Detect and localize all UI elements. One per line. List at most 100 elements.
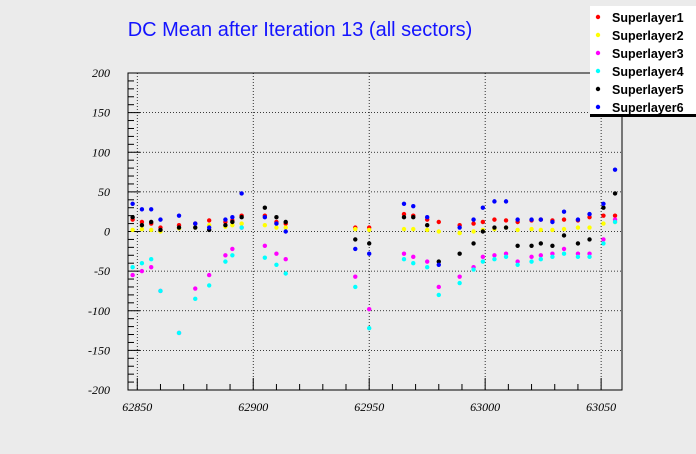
legend-label-superlayer3: Superlayer3 — [612, 47, 684, 61]
data-point-superlayer1 — [561, 217, 567, 222]
data-point-superlayer5 — [148, 219, 154, 225]
y-tick-label: 0 — [104, 225, 110, 239]
data-point-superlayer2 — [148, 227, 154, 233]
data-point-superlayer5 — [424, 222, 430, 228]
data-point-superlayer6 — [612, 167, 618, 172]
data-point-superlayer2 — [471, 229, 476, 234]
data-point-superlayer5 — [283, 219, 288, 225]
data-point-superlayer5 — [158, 227, 163, 233]
data-point-superlayer2 — [436, 229, 441, 234]
data-point-superlayer6 — [436, 262, 441, 267]
data-point-superlayer5 — [457, 251, 462, 256]
data-point-superlayer1 — [480, 219, 486, 225]
data-point-superlayer3 — [283, 257, 288, 262]
data-point-superlayer2 — [424, 227, 430, 233]
data-point-superlayer3 — [401, 251, 407, 256]
data-point-superlayer3 — [550, 251, 555, 256]
data-point-superlayer6 — [480, 205, 486, 210]
data-point-superlayer2 — [538, 227, 544, 233]
x-tick-label: 63050 — [586, 400, 616, 414]
legend-label-superlayer6: Superlayer6 — [612, 101, 684, 115]
y-tick-label: -200 — [88, 383, 110, 397]
y-tick-label: 100 — [92, 145, 110, 159]
data-point-superlayer3 — [575, 251, 581, 256]
data-point-superlayer1 — [436, 219, 441, 225]
data-point-superlayer5 — [575, 241, 581, 246]
y-tick-label: 50 — [98, 185, 110, 199]
data-point-superlayer2 — [130, 227, 135, 233]
legend-marker-superlayer6 — [595, 104, 601, 110]
data-point-superlayer2 — [601, 221, 606, 226]
data-point-superlayer5 — [503, 225, 509, 230]
y-axis: -200 -150 -100 -50 0 50 100 150 200 — [88, 66, 140, 397]
data-point-superlayer5 — [550, 243, 555, 248]
data-point-superlayer6 — [587, 211, 592, 217]
data-point-superlayer1 — [139, 219, 145, 225]
data-point-superlayer2 — [411, 226, 416, 232]
data-point-superlayer6 — [538, 217, 544, 222]
x-tick-label: 62850 — [122, 400, 152, 414]
data-point-superlayer4 — [436, 292, 441, 298]
data-point-superlayer3 — [353, 274, 358, 279]
data-point-superlayer3 — [561, 246, 567, 252]
data-point-superlayer4 — [457, 280, 462, 286]
y-tick-label: -50 — [94, 264, 110, 278]
legend-marker-superlayer3 — [595, 50, 601, 56]
data-point-superlayer4 — [411, 261, 416, 266]
data-point-superlayer6 — [492, 199, 497, 204]
data-point-superlayer6 — [148, 207, 154, 212]
data-point-superlayer6 — [457, 225, 462, 230]
data-point-superlayer4 — [550, 254, 555, 260]
x-tick-label: 62950 — [354, 400, 384, 414]
data-point-superlayer3 — [436, 284, 441, 290]
legend-label-superlayer5: Superlayer5 — [612, 83, 684, 97]
data-point-superlayer2 — [353, 226, 358, 232]
data-point-superlayer5 — [367, 241, 372, 246]
data-point-superlayer4 — [353, 284, 358, 290]
data-point-superlayer5 — [492, 225, 497, 230]
data-point-superlayer4 — [223, 259, 228, 264]
data-point-superlayer4 — [575, 254, 581, 260]
data-point-superlayer2 — [367, 227, 372, 233]
legend-marker-superlayer2 — [595, 32, 601, 38]
data-point-superlayer6 — [283, 229, 288, 234]
y-tick-label: -100 — [88, 304, 110, 318]
data-point-superlayer2 — [401, 226, 407, 232]
data-point-superlayer4 — [193, 296, 198, 302]
data-point-superlayer2 — [515, 227, 520, 233]
data-point-superlayer6 — [503, 199, 509, 204]
data-point-superlayer3 — [538, 253, 544, 258]
data-point-superlayer4 — [529, 259, 534, 264]
data-point-superlayer4 — [139, 261, 145, 266]
chart-title: DC Mean after Iteration 13 (all sectors) — [128, 19, 473, 41]
x-tick-label: 63000 — [470, 400, 500, 414]
y-tick-label: 200 — [92, 66, 110, 80]
data-point-superlayer5 — [538, 241, 544, 246]
data-point-superlayer2 — [550, 227, 555, 233]
data-point-superlayer4 — [480, 259, 486, 264]
data-point-superlayer5 — [436, 259, 441, 264]
data-point-superlayer3 — [457, 274, 462, 279]
data-point-superlayer5 — [561, 233, 567, 238]
data-point-superlayer4 — [561, 251, 567, 256]
data-point-superlayer1 — [587, 215, 592, 220]
data-point-superlayer1 — [492, 217, 497, 222]
x-tick-label: 62900 — [238, 400, 268, 414]
data-point-superlayer5 — [223, 222, 228, 228]
data-point-superlayer3 — [587, 251, 592, 256]
data-point-superlayer3 — [148, 264, 154, 270]
data-point-superlayer5 — [515, 243, 520, 248]
data-point-superlayer6 — [550, 219, 555, 225]
data-point-superlayer4 — [176, 330, 182, 336]
data-point-superlayer5 — [193, 225, 198, 230]
data-point-superlayer4 — [274, 262, 279, 267]
data-point-superlayer1 — [601, 213, 606, 218]
data-point-superlayer4 — [515, 262, 520, 267]
data-point-superlayer6 — [206, 225, 212, 230]
legend-marker-superlayer5 — [595, 86, 601, 92]
data-point-superlayer5 — [130, 215, 135, 220]
data-point-superlayer3 — [503, 251, 509, 256]
legend: Superlayer1 Superlayer2 Superlayer3 Superla… — [590, 6, 696, 117]
legend-label-superlayer4: Superlayer4 — [612, 65, 684, 79]
